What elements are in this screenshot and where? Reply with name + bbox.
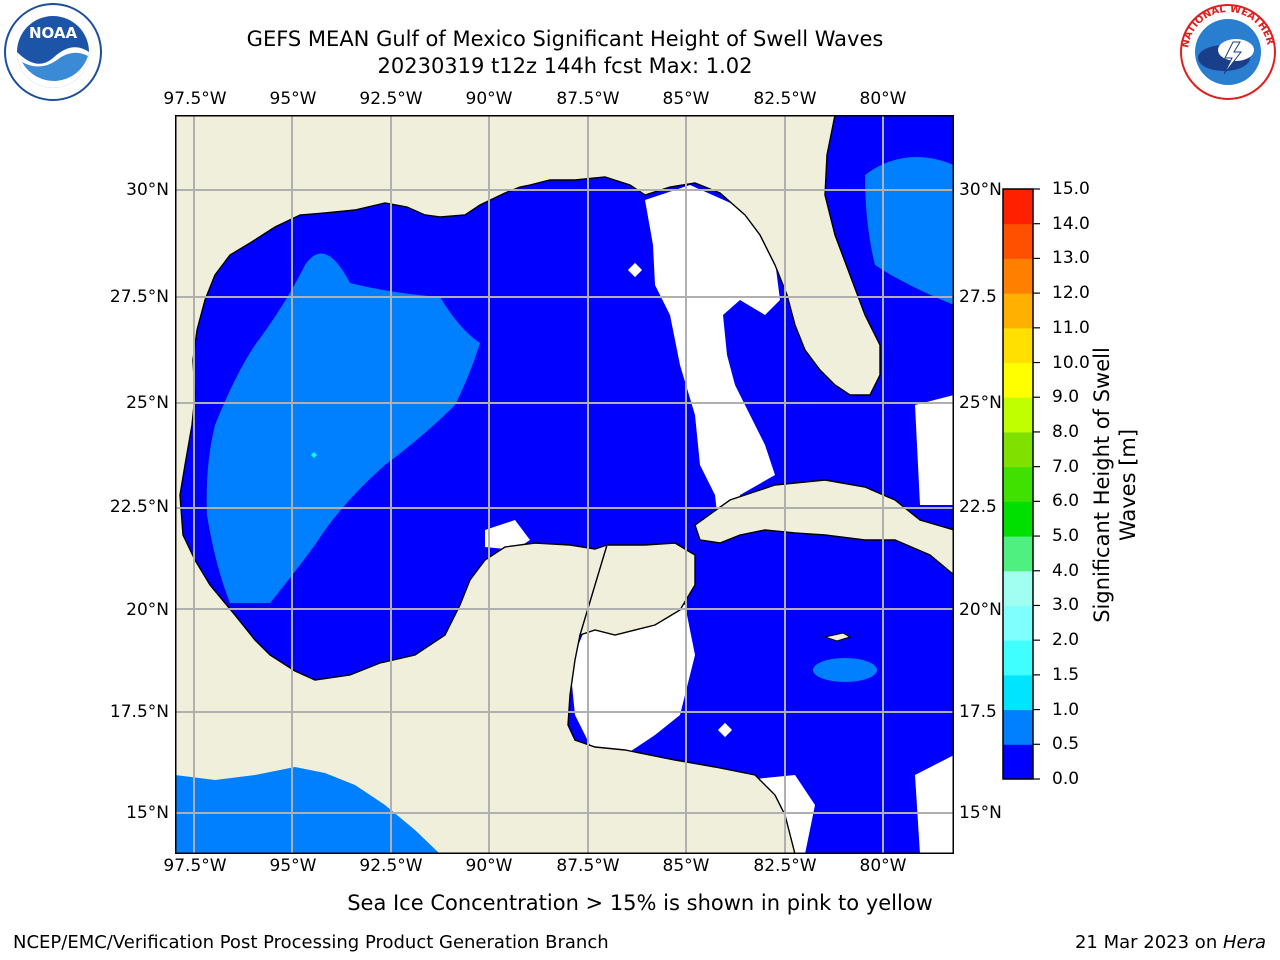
colorbar-label-line2: Waves [m] — [1116, 428, 1140, 542]
lon-tick-top: 85°W — [662, 89, 710, 109]
colorbar-tick-label: 5.0 — [1052, 526, 1080, 547]
lat-tick-right: 17.5 — [959, 702, 997, 722]
lat-tick-right: 27.5 — [959, 287, 997, 307]
lon-tick-bottom: 82.5°W — [753, 856, 817, 876]
lon-tick-top: 82.5°W — [753, 89, 817, 109]
no-data-bahamas — [915, 395, 954, 505]
no-data-east-edge — [915, 755, 954, 854]
colorbar-tick-label: 8.0 — [1052, 421, 1080, 442]
noaa-logo: NOAA — [4, 3, 102, 101]
colorbar-tick-label: 12.0 — [1052, 283, 1090, 304]
lon-tick-bottom: 95°W — [269, 856, 317, 876]
land-cuba — [694, 479, 954, 576]
lat-tick-right: 15°N — [959, 803, 1002, 823]
map-grid — [175, 115, 954, 854]
colorbar-tick-label: 14.0 — [1052, 213, 1090, 234]
sea-ice-note: Sea Ice Concentration > 15% is shown in … — [0, 891, 1280, 915]
central-gulf-swell — [206, 253, 480, 603]
lon-tick-top: 90°W — [465, 89, 513, 109]
lat-tick-left: 30°N — [126, 180, 169, 200]
colorbar-segment — [1003, 570, 1033, 606]
lon-tick-top: 87.5°W — [556, 89, 620, 109]
lat-tick-left: 27.5°N — [109, 287, 169, 307]
lat-tick-left: 17.5°N — [109, 702, 169, 722]
colorbar-tick-label: 0.0 — [1052, 769, 1080, 789]
no-data-dot-1 — [627, 262, 643, 278]
colorbar-tick-label: 3.0 — [1052, 595, 1080, 616]
no-data-campeche — [485, 520, 530, 550]
lon-tick-bottom: 92.5°W — [359, 856, 423, 876]
lat-tick-left: 22.5°N — [109, 497, 169, 517]
lat-tick-right: 22.5 — [959, 497, 997, 517]
colorbar-tick-label: 11.0 — [1052, 317, 1090, 338]
colorbar — [1002, 188, 1040, 780]
colorbar-tick-label: 0.5 — [1052, 734, 1080, 755]
lon-tick-bottom: 85°W — [662, 856, 710, 876]
lat-tick-left: 15°N — [126, 803, 169, 823]
lat-tick-right: 20°N — [959, 600, 1002, 620]
colorbar-tick-label: 6.0 — [1052, 491, 1080, 512]
caribbean-swell-patch — [813, 658, 877, 682]
colorbar-tick-label: 2.0 — [1052, 630, 1080, 651]
lon-tick-bottom: 97.5°W — [163, 856, 227, 876]
colorbar-tick-label: 1.0 — [1052, 699, 1080, 720]
noaa-logo-text: NOAA — [29, 24, 78, 42]
colorbar-segment — [1003, 362, 1033, 398]
lon-tick-top: 95°W — [269, 89, 317, 109]
colorbar-segment — [1003, 223, 1033, 259]
sea-ice-note-text: Sea Ice Concentration > 15% is shown in … — [347, 891, 933, 915]
colorbar-segment — [1003, 501, 1033, 537]
colorbar-frame — [1002, 188, 1034, 780]
lon-tick-bottom: 90°W — [465, 856, 513, 876]
map-panel — [175, 115, 954, 854]
colorbar-tick-label: 1.5 — [1052, 664, 1080, 685]
colorbar-segment — [1003, 397, 1033, 433]
colorbar-segment — [1003, 431, 1033, 468]
colorbar-segment — [1003, 640, 1033, 676]
footer-date: 21 Mar 2023 on Hera — [1075, 932, 1266, 953]
colorbar-segment — [1003, 536, 1033, 572]
lon-tick-top: 80°W — [859, 89, 907, 109]
footer-credit: NCEP/EMC/Verification Post Processing Pr… — [13, 932, 609, 953]
colorbar-tick-label: 13.0 — [1052, 248, 1090, 269]
colorbar-segment — [1003, 744, 1033, 780]
lat-tick-left: 25°N — [126, 393, 169, 413]
footer-date-text: 21 Mar 2023 on — [1074, 932, 1223, 953]
lon-tick-bottom: 87.5°W — [556, 856, 620, 876]
colorbar-segment — [1003, 327, 1033, 364]
peak-swell-cell — [311, 452, 317, 458]
no-data-florida-west — [645, 185, 780, 540]
chart-title: GEFS MEAN Gulf of Mexico Significant Hei… — [246, 27, 884, 51]
atlantic-swell-region — [865, 157, 954, 305]
colorbar-tick-label: 10.0 — [1052, 352, 1090, 373]
nws-logo: NATIONAL WEATHER SERVICE — [1178, 2, 1276, 100]
colorbar-label-line1: Significant Height of Swell — [1090, 347, 1114, 623]
no-data-dot-2 — [717, 377, 735, 395]
lon-tick-bottom: 80°W — [859, 856, 907, 876]
colorbar-segment — [1003, 466, 1033, 502]
chart-subtitle: 20230319 t12z 144h fcst Max: 1.02 — [377, 54, 753, 78]
colorbar-tick-label: 7.0 — [1052, 456, 1080, 477]
lon-tick-top: 97.5°W — [163, 89, 227, 109]
lon-tick-top: 92.5°W — [359, 89, 423, 109]
footer-host: Hera — [1222, 932, 1266, 953]
colorbar-tick-label: 9.0 — [1052, 387, 1080, 408]
pacific-water — [175, 767, 440, 854]
colorbar-segment — [1003, 258, 1033, 294]
colorbar-segment — [1003, 605, 1033, 641]
lat-tick-right: 30°N — [959, 180, 1002, 200]
colorbar-tick-label: 15.0 — [1052, 179, 1090, 199]
colorbar-segment — [1003, 189, 1033, 225]
colorbar-segment — [1003, 674, 1033, 711]
land-jamaica — [823, 632, 852, 642]
colorbar-tick-label: 4.0 — [1052, 560, 1080, 581]
lat-tick-left: 20°N — [126, 600, 169, 620]
map-frame — [175, 115, 954, 854]
colorbar-segment — [1003, 709, 1033, 745]
colorbar-segment — [1003, 293, 1033, 329]
lat-tick-right: 25°N — [959, 393, 1002, 413]
no-data-dot-3 — [717, 722, 733, 738]
